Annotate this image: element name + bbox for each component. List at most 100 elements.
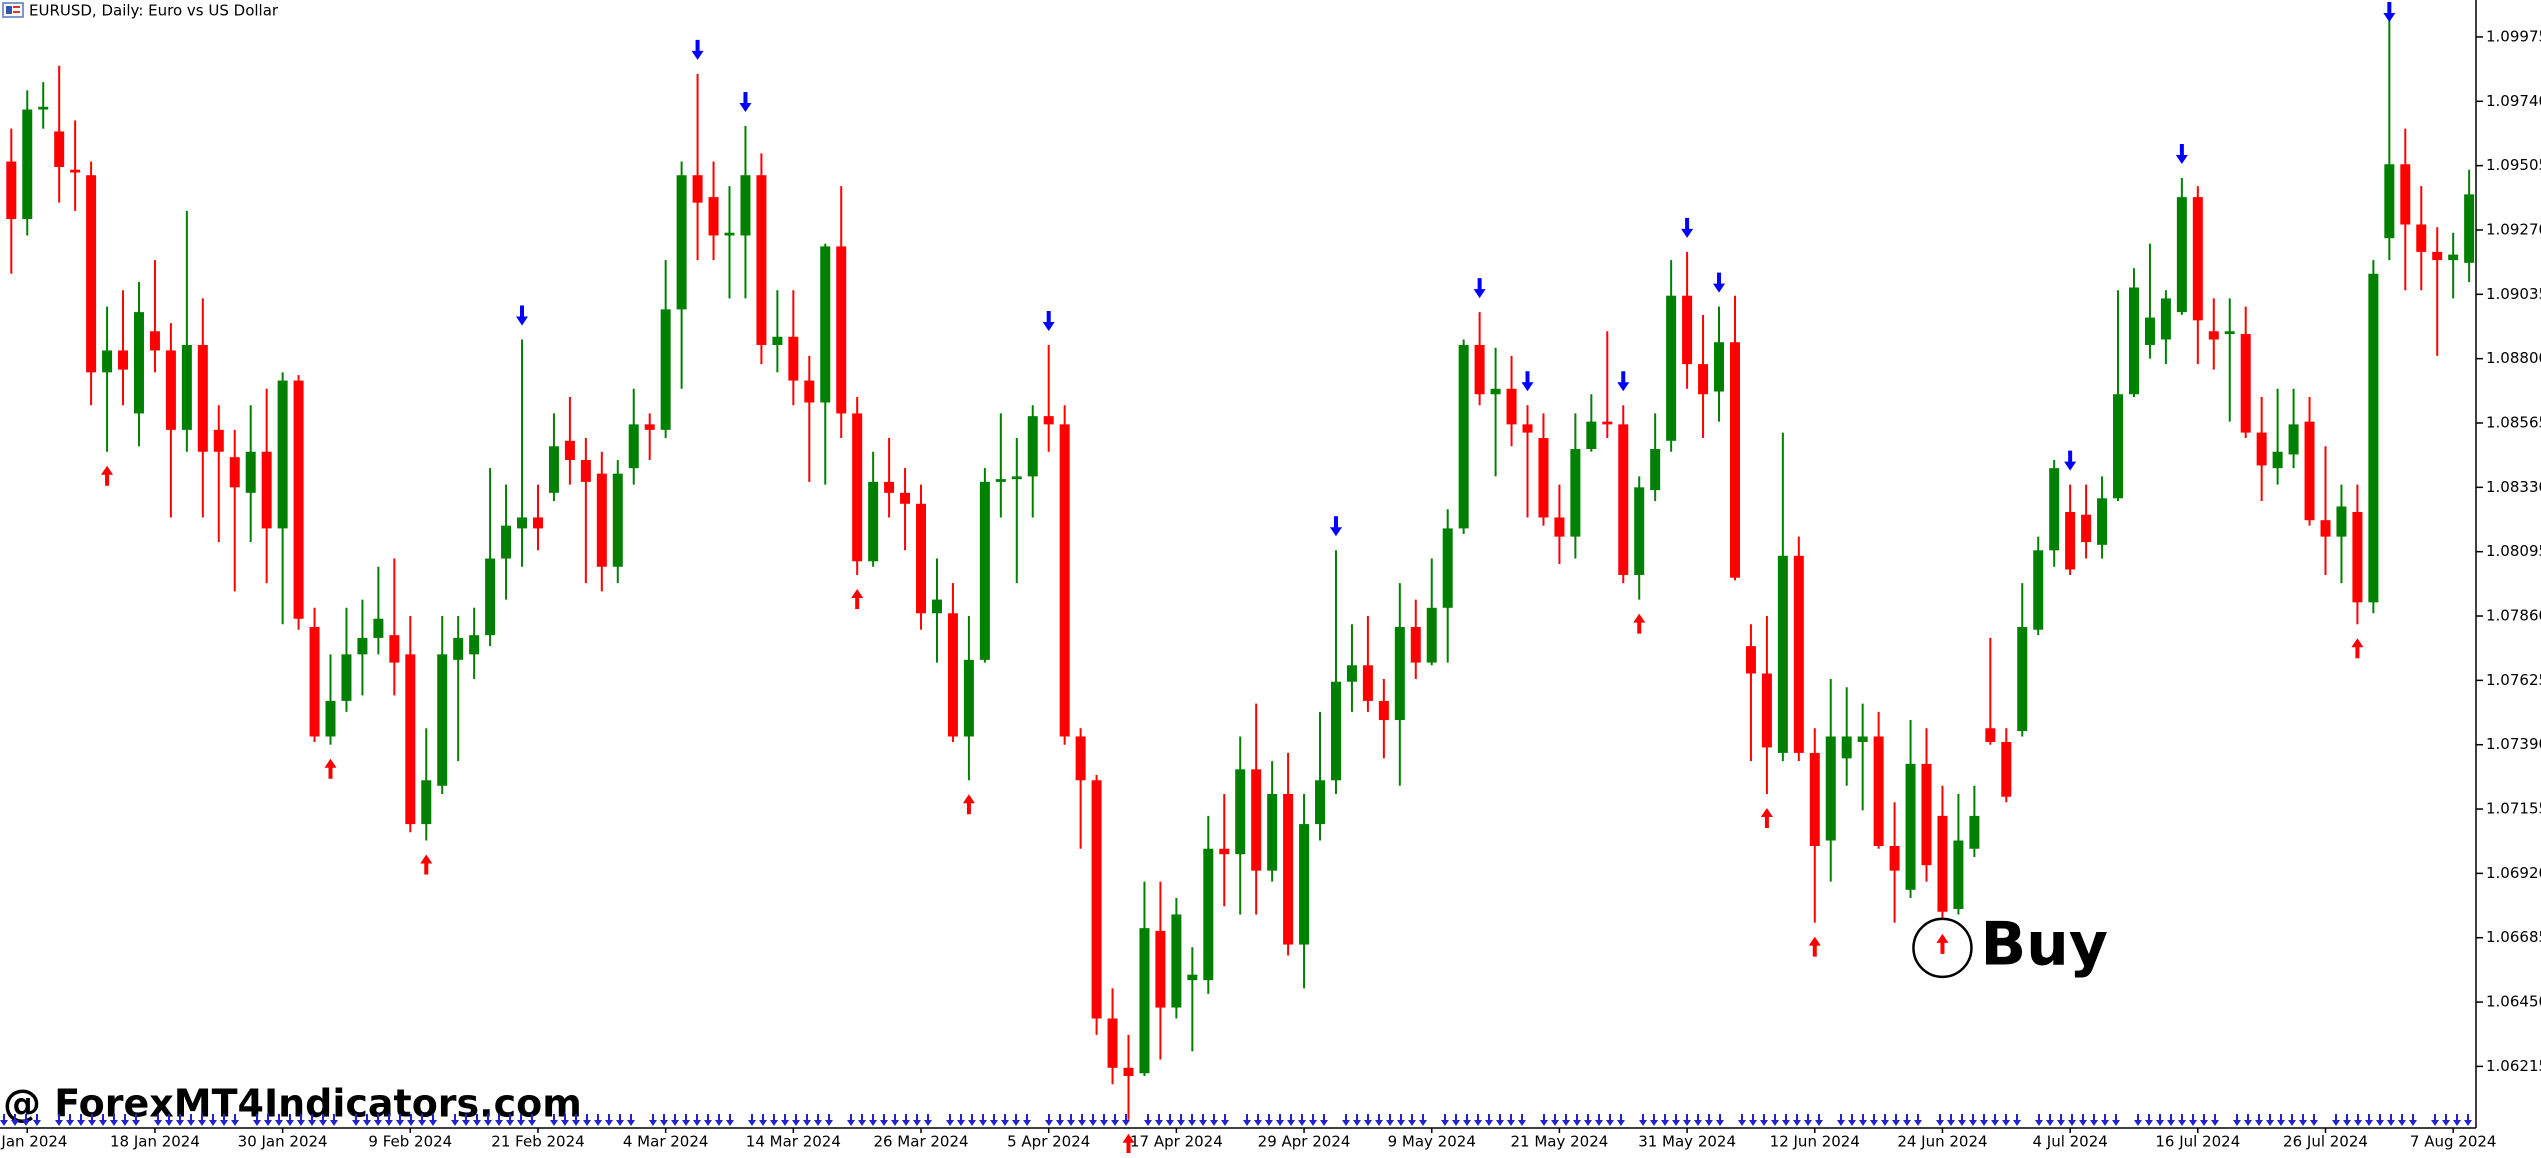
indicator-marker xyxy=(682,1114,690,1126)
candle-body xyxy=(628,424,639,469)
candle-body xyxy=(373,618,384,638)
indicator-marker xyxy=(1837,1114,1845,1126)
icon-part xyxy=(6,6,12,14)
candle-body xyxy=(1378,700,1389,721)
indicator-marker xyxy=(2156,1114,2164,1126)
indicator-marker xyxy=(1496,1114,1504,1126)
buy-arrow xyxy=(1122,1133,1135,1154)
candle-body xyxy=(820,246,831,403)
candle-body xyxy=(1953,840,1964,909)
indicator-marker xyxy=(1738,1114,1746,1126)
y-tick-label: 1.08330 xyxy=(2486,478,2541,496)
indicator-marker xyxy=(2387,1114,2395,1126)
x-tick-label: 16 Jul 2024 xyxy=(2155,1133,2240,1151)
indicator-marker xyxy=(913,1114,921,1126)
candle-body xyxy=(772,336,783,345)
candle-body xyxy=(1506,388,1517,425)
candle-body xyxy=(1889,846,1900,871)
indicator-marker xyxy=(2090,1114,2098,1126)
indicator-marker xyxy=(330,1114,338,1126)
y-tick-label: 1.06685 xyxy=(2486,928,2541,946)
candle-body xyxy=(70,169,81,173)
indicator-marker xyxy=(2376,1114,2384,1126)
indicator-marker xyxy=(693,1114,701,1126)
indicator-marker xyxy=(11,1114,19,1126)
candle-body xyxy=(1969,815,1980,849)
candle-body xyxy=(644,424,655,430)
indicator-marker xyxy=(616,1114,624,1126)
candle-body xyxy=(852,413,863,562)
indicator-marker xyxy=(2002,1114,2010,1126)
x-tick-label: 7 Aug 2024 xyxy=(2410,1133,2497,1151)
x-tick-label: 4 Mar 2024 xyxy=(623,1133,709,1151)
indicator-marker xyxy=(1859,1114,1867,1126)
indicator-marker xyxy=(209,1114,217,1126)
sell-arrow xyxy=(1329,516,1342,537)
indicator-marker xyxy=(2409,1114,2417,1126)
candle-body xyxy=(2001,741,2012,797)
annotation-circle xyxy=(1912,917,1973,979)
sell-arrow xyxy=(1042,310,1055,331)
indicator-marker xyxy=(924,1114,932,1126)
indicator-marker xyxy=(1111,1114,1119,1126)
indicator-marker xyxy=(187,1114,195,1126)
candle-body xyxy=(1410,626,1421,663)
candle-body xyxy=(357,637,368,655)
indicator-marker xyxy=(770,1114,778,1126)
candle-body xyxy=(437,654,448,786)
candle-body xyxy=(1777,555,1788,753)
candle-body xyxy=(836,246,847,414)
indicator-marker xyxy=(132,1114,140,1126)
candle-body xyxy=(2288,424,2299,455)
indicator-marker xyxy=(2365,1114,2373,1126)
candle-body xyxy=(1921,763,1932,866)
indicator-marker xyxy=(2431,1114,2439,1126)
candle-body xyxy=(2416,224,2427,252)
indicator-marker xyxy=(319,1114,327,1126)
candle-body xyxy=(2081,514,2092,543)
plot-area xyxy=(6,2,2475,1154)
indicator-marker xyxy=(33,1114,41,1126)
indicator-marker xyxy=(22,1114,30,1126)
indicator-marker xyxy=(902,1114,910,1126)
indicator-marker xyxy=(1067,1114,1075,1126)
candle-body xyxy=(1522,424,1533,433)
candle-body xyxy=(1139,928,1150,1074)
buy-arrow xyxy=(101,465,114,486)
candle-body xyxy=(1586,421,1597,450)
indicator-marker xyxy=(154,1114,162,1126)
indicator-marker xyxy=(2299,1114,2307,1126)
y-tick-label: 1.07860 xyxy=(2486,607,2541,625)
indicator-marker xyxy=(1595,1114,1603,1126)
indicator-marker xyxy=(627,1114,635,1126)
x-tick-label: 26 Jul 2024 xyxy=(2283,1133,2368,1151)
candle-body xyxy=(2192,197,2203,321)
buy-arrow xyxy=(1633,613,1646,634)
indicator-marker xyxy=(1551,1114,1559,1126)
candle-body xyxy=(6,161,17,220)
candle-body xyxy=(453,637,464,660)
candle-body xyxy=(1857,736,1868,742)
indicator-marker xyxy=(0,1114,8,1126)
candle-body xyxy=(213,429,224,452)
sell-arrow xyxy=(1681,217,1694,238)
candle-body xyxy=(548,446,559,493)
candle-body xyxy=(1091,780,1102,1019)
indicator-marker xyxy=(121,1114,129,1126)
indicator-marker xyxy=(1639,1114,1647,1126)
indicator-marker xyxy=(1947,1114,1955,1126)
indicator-marker xyxy=(2057,1114,2065,1126)
candle-body xyxy=(2384,164,2395,239)
y-tick-label: 1.07390 xyxy=(2486,735,2541,753)
candle-body xyxy=(2033,550,2044,630)
candle-body xyxy=(2113,394,2124,499)
indicator-marker xyxy=(2112,1114,2120,1126)
candle-body xyxy=(2049,468,2060,551)
candle-body xyxy=(1745,646,1756,674)
indicator-marker xyxy=(1023,1114,1031,1126)
candle-body xyxy=(118,350,129,370)
x-tick-label: 31 May 2024 xyxy=(1638,1133,1736,1151)
indicator-marker xyxy=(2211,1114,2219,1126)
candle-body xyxy=(1107,1018,1118,1068)
buy-arrow xyxy=(1760,807,1773,828)
